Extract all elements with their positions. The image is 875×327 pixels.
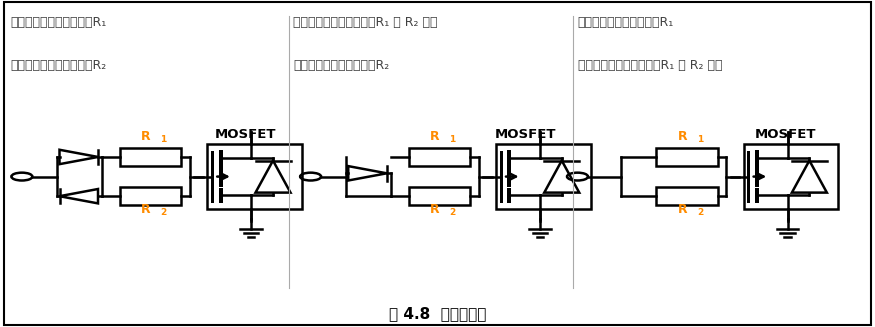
Text: R: R [141,130,150,143]
Bar [120,187,181,205]
Polygon shape [255,161,290,193]
Polygon shape [544,161,579,193]
Text: 用于关断的栅极电阻器：R₁ 和 R₂ 并联: 用于关断的栅极电阻器：R₁ 和 R₂ 并联 [578,59,722,72]
Text: MOSFET: MOSFET [494,128,556,141]
Text: 2: 2 [449,208,456,217]
Text: R: R [678,203,688,216]
Text: R: R [678,130,688,143]
Bar [207,144,302,209]
Bar [656,148,718,166]
Text: MOSFET: MOSFET [214,128,276,141]
Text: 用于关断的栅极电阻器：R₂: 用于关断的栅极电阻器：R₂ [10,59,107,72]
Bar [409,187,470,205]
Text: R: R [430,130,440,143]
Text: 1: 1 [160,135,167,144]
Text: 1: 1 [449,135,456,144]
Bar [409,148,470,166]
Bar [744,144,838,209]
Bar [656,187,718,205]
Polygon shape [60,189,98,203]
Text: 用于开通的栅极电阻器：R₁ 和 R₂ 并联: 用于开通的栅极电阻器：R₁ 和 R₂ 并联 [293,16,438,29]
Polygon shape [60,150,98,164]
Text: 图 4.8  栅极电阻器: 图 4.8 栅极电阻器 [388,306,487,321]
Polygon shape [348,166,387,181]
Bar [496,144,591,209]
Text: 用于开通的栅极电阻器：R₁: 用于开通的栅极电阻器：R₁ [578,16,674,29]
Text: 2: 2 [160,208,167,217]
Text: R: R [141,203,150,216]
Text: 用于开通的栅极电阻器：R₁: 用于开通的栅极电阻器：R₁ [10,16,107,29]
Text: 用于关断的栅极电阻器：R₂: 用于关断的栅极电阻器：R₂ [293,59,389,72]
Text: MOSFET: MOSFET [755,128,816,141]
Text: R: R [430,203,440,216]
Bar [120,148,181,166]
Polygon shape [792,161,827,193]
Text: 2: 2 [696,208,704,217]
Text: 1: 1 [696,135,704,144]
